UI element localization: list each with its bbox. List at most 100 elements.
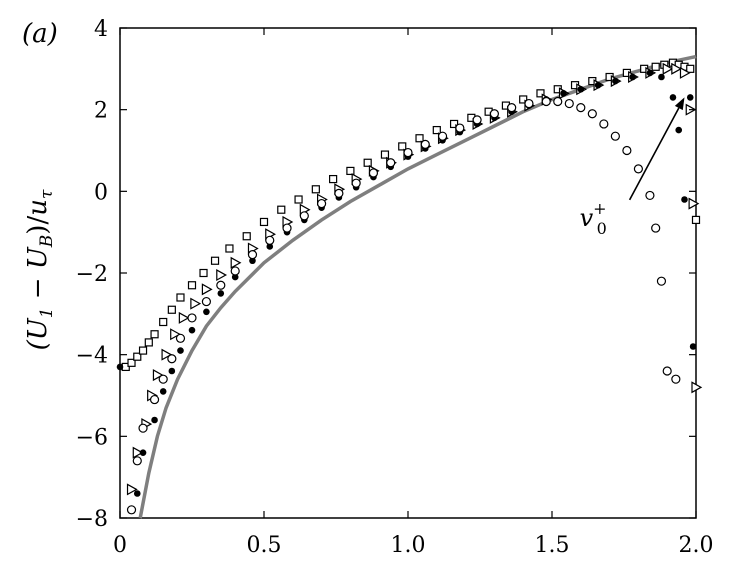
data-point-triangle-right <box>691 381 703 394</box>
data-point-square <box>127 358 136 367</box>
x-tick-label: 2.0 <box>679 533 714 558</box>
data-point-square <box>346 166 355 176</box>
data-point-square <box>398 142 407 151</box>
data-point-square <box>691 215 701 225</box>
data-point-open-circle <box>132 456 142 466</box>
data-point-square <box>449 119 459 129</box>
y-tick-label: 0 <box>94 180 108 205</box>
data-point-open-circle <box>420 139 430 149</box>
y-tick-label: 4 <box>94 17 108 42</box>
data-point-triangle-right <box>671 62 683 75</box>
data-point-triangle-right <box>201 283 213 296</box>
data-point-open-circle <box>610 131 620 141</box>
data-point-square <box>167 305 176 314</box>
data-point-open-circle <box>138 423 148 433</box>
data-point-open-circle <box>158 374 168 384</box>
data-point-filled-circle <box>560 90 567 97</box>
data-point-filled-circle <box>177 347 184 354</box>
x-tick-label: 1.0 <box>391 533 426 558</box>
data-point-filled-circle <box>159 388 167 395</box>
data-point-triangle-right <box>679 66 691 79</box>
data-point-square <box>242 232 251 241</box>
data-point-triangle-right <box>152 369 164 382</box>
data-point-open-circle <box>645 190 655 201</box>
data-point-filled-circle <box>116 363 124 371</box>
data-point-triangle-right <box>190 297 202 310</box>
annotation-v0: v+ 0 <box>580 97 685 238</box>
data-point-open-circle <box>334 188 344 198</box>
data-point-filled-circle <box>139 449 147 456</box>
data-point-open-circle <box>622 145 632 156</box>
data-point-square <box>380 150 390 159</box>
data-point-square <box>329 174 338 184</box>
data-point-filled-circle <box>629 73 636 81</box>
x-tick-label: 0 <box>113 533 127 558</box>
data-point-filled-circle <box>689 343 697 350</box>
data-point-open-circle <box>149 394 160 405</box>
data-point-square <box>277 205 286 214</box>
data-point-square <box>176 293 185 302</box>
data-point-square <box>363 158 372 167</box>
annotation-label: v+ 0 <box>580 199 607 238</box>
data-point-filled-circle <box>612 77 619 85</box>
data-point-open-circle <box>230 266 240 276</box>
data-point-filled-circle <box>658 73 665 81</box>
data-point-filled-circle <box>594 81 602 89</box>
data-point-open-circle <box>175 333 186 343</box>
data-point-triangle-right <box>662 62 674 75</box>
data-point-square <box>210 256 220 265</box>
data-point-open-circle <box>126 505 137 515</box>
data-point-open-circle <box>282 223 292 233</box>
data-point-open-circle <box>599 119 609 129</box>
data-point-triangle-right <box>216 269 228 282</box>
data-point-open-circle <box>656 276 667 286</box>
data-point-square <box>187 281 197 290</box>
data-point-filled-circle <box>203 308 210 316</box>
y-tick-label: −4 <box>76 344 108 369</box>
data-point-open-circle <box>368 168 379 178</box>
data-point-filled-circle <box>675 126 683 134</box>
data-point-triangle-right <box>178 311 190 324</box>
data-point-triangle-right <box>170 328 181 341</box>
y-axis-label: (U1 − UB)/uτ <box>23 189 57 350</box>
data-point-open-circle <box>187 313 197 323</box>
data-point-filled-circle <box>646 69 654 77</box>
data-point-filled-circle <box>249 257 256 265</box>
data-point-open-circle <box>507 103 517 113</box>
data-point-square <box>159 317 168 327</box>
data-point-open-circle <box>265 235 275 245</box>
data-point-filled-circle <box>168 367 176 375</box>
data-point-filled-circle <box>669 94 677 101</box>
data-point-square <box>415 134 424 143</box>
data-point-filled-circle <box>188 326 196 334</box>
data-point-square <box>133 352 142 361</box>
data-point-square <box>686 64 695 73</box>
data-point-open-circle <box>216 280 226 290</box>
y-tick-label: −6 <box>76 425 108 450</box>
points-layer <box>116 58 703 515</box>
data-point-square <box>150 330 159 339</box>
data-point-open-circle <box>299 211 309 221</box>
data-point-open-circle <box>167 354 177 364</box>
data-point-open-circle <box>651 223 661 233</box>
data-point-open-circle <box>351 178 361 188</box>
ticks-layer: 0 0.5 1.0 1.5 2.0 −8 −6 −4 −2 0 2 4 <box>76 17 714 558</box>
data-point-square <box>225 244 234 253</box>
data-point-open-circle <box>201 296 211 307</box>
data-point-filled-circle <box>133 490 141 497</box>
data-point-square <box>519 95 528 104</box>
data-point-open-circle <box>247 250 258 260</box>
data-point-square <box>199 268 208 278</box>
data-point-filled-circle <box>686 94 694 101</box>
data-point-filled-circle <box>577 85 585 93</box>
data-point-open-circle <box>437 131 448 141</box>
data-point-open-circle <box>576 103 586 113</box>
x-tick-label: 1.5 <box>535 533 570 558</box>
data-point-filled-circle <box>151 416 158 424</box>
data-point-open-circle <box>587 109 597 119</box>
data-point-open-circle <box>524 98 534 109</box>
data-point-square <box>536 89 545 98</box>
data-point-square <box>432 125 441 135</box>
panel-label: (a) <box>22 19 58 49</box>
